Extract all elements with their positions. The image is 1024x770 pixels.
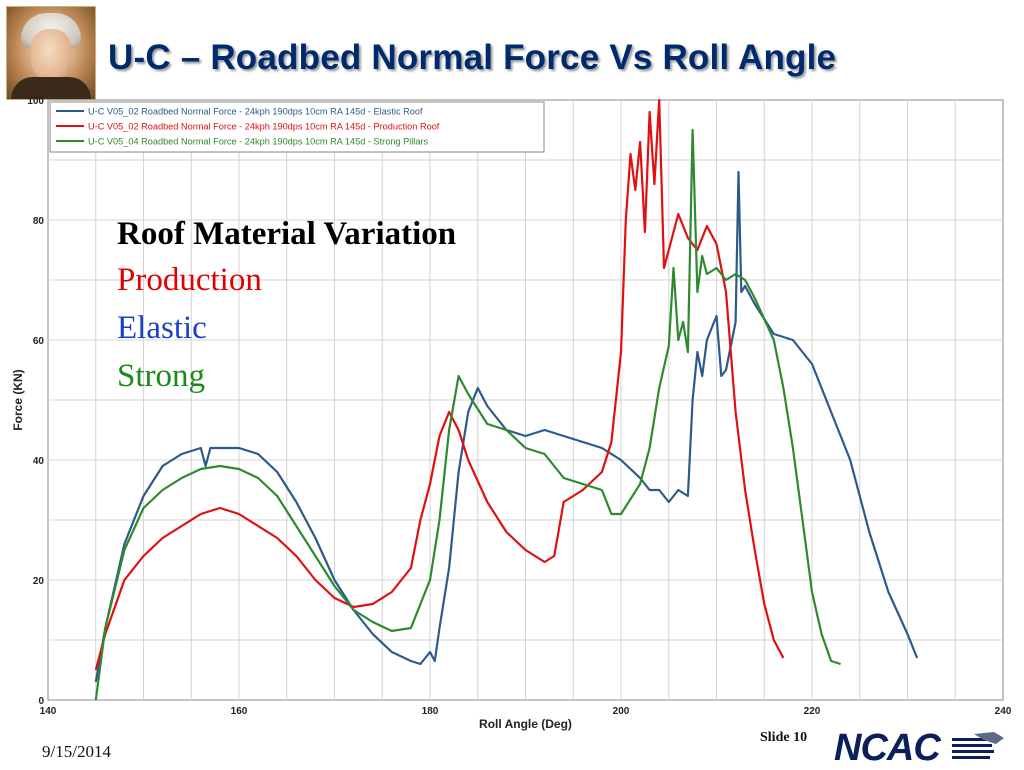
- series-line-0: [94, 170, 919, 683]
- legend-entry: U-C V05_02 Roadbed Normal Force - 24kph …: [88, 107, 423, 117]
- logo-text: NCAC: [834, 727, 941, 769]
- chart-grid: [47, 99, 1004, 701]
- legend-entry: U-C V05_02 Roadbed Normal Force - 24kph …: [88, 122, 440, 132]
- x-tick-label: 180: [422, 706, 439, 717]
- annotation-item-production: Production: [117, 262, 262, 298]
- legend-entry: U-C V05_04 Roadbed Normal Force - 24kph …: [88, 137, 429, 147]
- y-axis-label: Force (KN): [11, 369, 25, 430]
- slide-date: 9/15/2014: [42, 742, 111, 761]
- y-tick-label: 80: [33, 216, 45, 227]
- slide-number: Slide 10: [760, 730, 808, 745]
- chart-series: [94, 98, 919, 701]
- x-tick-label: 220: [804, 706, 821, 717]
- slide-title: U-C – Roadbed Normal Force Vs Roll Angle: [108, 38, 837, 77]
- chart-axes: 140 160 180 200 220 240 0 20 40 60 80 100: [27, 96, 1011, 717]
- y-tick-label: 60: [33, 336, 45, 347]
- annotation-item-elastic: Elastic: [117, 310, 207, 346]
- annotation-heading: Roof Material Variation: [117, 210, 456, 258]
- y-tick-label: 100: [27, 96, 44, 107]
- portrait-coat: [11, 77, 91, 99]
- x-tick-label: 200: [613, 706, 630, 717]
- y-tick-label: 40: [33, 456, 45, 467]
- legend-box: [49, 101, 545, 153]
- x-axis-label: Roll Angle (Deg): [479, 717, 572, 731]
- chart-legend: U-C V05_02 Roadbed Normal Force - 24kph …: [49, 101, 545, 153]
- y-tick-label: 20: [33, 576, 45, 587]
- x-tick-label: 160: [231, 706, 248, 717]
- logo-graphic: [952, 732, 1004, 759]
- ncac-logo: NCAC: [834, 727, 1016, 769]
- portrait-image: [6, 6, 96, 100]
- series-line-2: [94, 128, 841, 701]
- annotation-heading-text: Roof Material Variation: [117, 216, 457, 252]
- portrait-face: [31, 29, 71, 81]
- annotation-item-strong: Strong: [117, 358, 206, 394]
- x-tick-label: 140: [40, 706, 57, 717]
- x-tick-label: 240: [995, 706, 1012, 717]
- y-tick-label: 0: [38, 696, 44, 707]
